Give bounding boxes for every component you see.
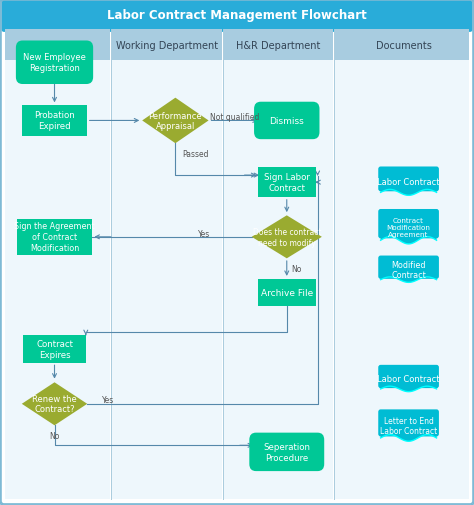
Text: Employee: Employee xyxy=(31,40,80,50)
FancyBboxPatch shape xyxy=(224,61,333,499)
Text: Probation
Expired: Probation Expired xyxy=(34,111,75,131)
Text: Modified
Contract: Modified Contract xyxy=(391,260,426,280)
Polygon shape xyxy=(22,383,87,425)
Text: Seperation
Procedure: Seperation Procedure xyxy=(263,442,310,462)
Text: Yes: Yes xyxy=(102,395,114,405)
Text: Renew the
Contract?: Renew the Contract? xyxy=(32,394,77,414)
FancyBboxPatch shape xyxy=(249,433,324,471)
FancyBboxPatch shape xyxy=(378,167,439,192)
Polygon shape xyxy=(381,434,437,441)
Text: Contract
Expires: Contract Expires xyxy=(36,339,73,360)
Polygon shape xyxy=(381,386,437,392)
FancyBboxPatch shape xyxy=(258,279,316,307)
Polygon shape xyxy=(142,98,209,144)
FancyBboxPatch shape xyxy=(378,365,439,388)
Polygon shape xyxy=(381,236,437,244)
FancyBboxPatch shape xyxy=(112,61,222,499)
FancyBboxPatch shape xyxy=(378,210,439,239)
Text: Archive File: Archive File xyxy=(261,288,313,297)
FancyBboxPatch shape xyxy=(16,41,93,85)
FancyBboxPatch shape xyxy=(378,256,439,279)
FancyBboxPatch shape xyxy=(378,410,439,436)
FancyBboxPatch shape xyxy=(254,103,319,140)
Text: Labor Contract: Labor Contract xyxy=(377,178,440,186)
Text: No: No xyxy=(292,264,302,273)
Text: Contract
Modification
Agreement: Contract Modification Agreement xyxy=(387,217,430,237)
FancyBboxPatch shape xyxy=(335,61,469,499)
FancyBboxPatch shape xyxy=(112,30,222,61)
FancyBboxPatch shape xyxy=(17,219,92,256)
Text: Sign the Agreement
of Contract
Modification: Sign the Agreement of Contract Modificat… xyxy=(14,222,95,253)
FancyBboxPatch shape xyxy=(23,336,86,363)
FancyBboxPatch shape xyxy=(22,106,87,136)
Text: Documents: Documents xyxy=(376,40,432,50)
Polygon shape xyxy=(381,189,437,196)
Text: Not qualified: Not qualified xyxy=(210,113,259,122)
Polygon shape xyxy=(252,216,322,259)
Text: Performance
Appraisal: Performance Appraisal xyxy=(148,112,202,131)
Text: Sign Labor
Contract: Sign Labor Contract xyxy=(264,173,310,193)
FancyBboxPatch shape xyxy=(258,168,316,198)
FancyBboxPatch shape xyxy=(335,30,469,61)
Text: Yes: Yes xyxy=(198,230,210,239)
FancyBboxPatch shape xyxy=(5,30,110,61)
Text: Labor Contract: Labor Contract xyxy=(377,375,440,383)
Text: Does the contract
need to modify: Does the contract need to modify xyxy=(253,228,321,247)
Text: No: No xyxy=(49,431,60,440)
Polygon shape xyxy=(381,277,437,283)
FancyBboxPatch shape xyxy=(224,30,333,61)
Text: Passed: Passed xyxy=(182,149,209,159)
Text: Working Department: Working Department xyxy=(116,40,218,50)
Text: Letter to End
Labor Contract: Letter to End Labor Contract xyxy=(380,416,437,435)
Text: New Employee
Registration: New Employee Registration xyxy=(23,53,86,73)
Text: H&R Department: H&R Department xyxy=(236,40,320,50)
Text: Dismiss: Dismiss xyxy=(269,117,304,126)
Text: Labor Contract Management Flowchart: Labor Contract Management Flowchart xyxy=(107,9,367,22)
FancyBboxPatch shape xyxy=(5,61,110,499)
FancyBboxPatch shape xyxy=(1,0,473,33)
